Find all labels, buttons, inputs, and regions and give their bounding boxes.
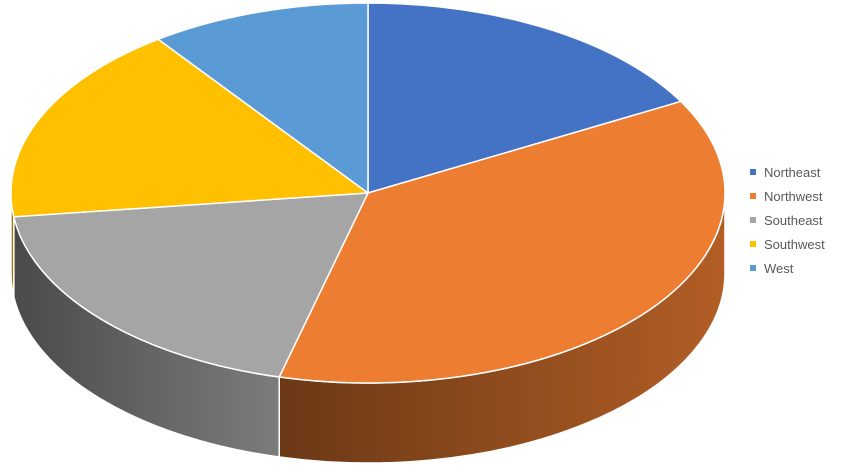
legend-swatch-northeast [750,169,756,175]
legend-item-northwest: Northwest [750,184,825,208]
legend-item-northeast: Northeast [750,160,825,184]
legend: Northeast Northwest Southeast Southwest … [750,160,825,280]
legend-label-southwest: Southwest [764,237,825,252]
legend-item-southwest: Southwest [750,232,825,256]
legend-swatch-southeast [750,217,756,223]
legend-label-southeast: Southeast [764,213,823,228]
pie-chart [0,0,740,476]
legend-label-west: West [764,261,793,276]
legend-swatch-northwest [750,193,756,199]
legend-item-west: West [750,256,825,280]
legend-label-northwest: Northwest [764,189,823,204]
legend-label-northeast: Northeast [764,165,820,180]
legend-item-southeast: Southeast [750,208,825,232]
legend-swatch-west [750,265,756,271]
legend-swatch-southwest [750,241,756,247]
